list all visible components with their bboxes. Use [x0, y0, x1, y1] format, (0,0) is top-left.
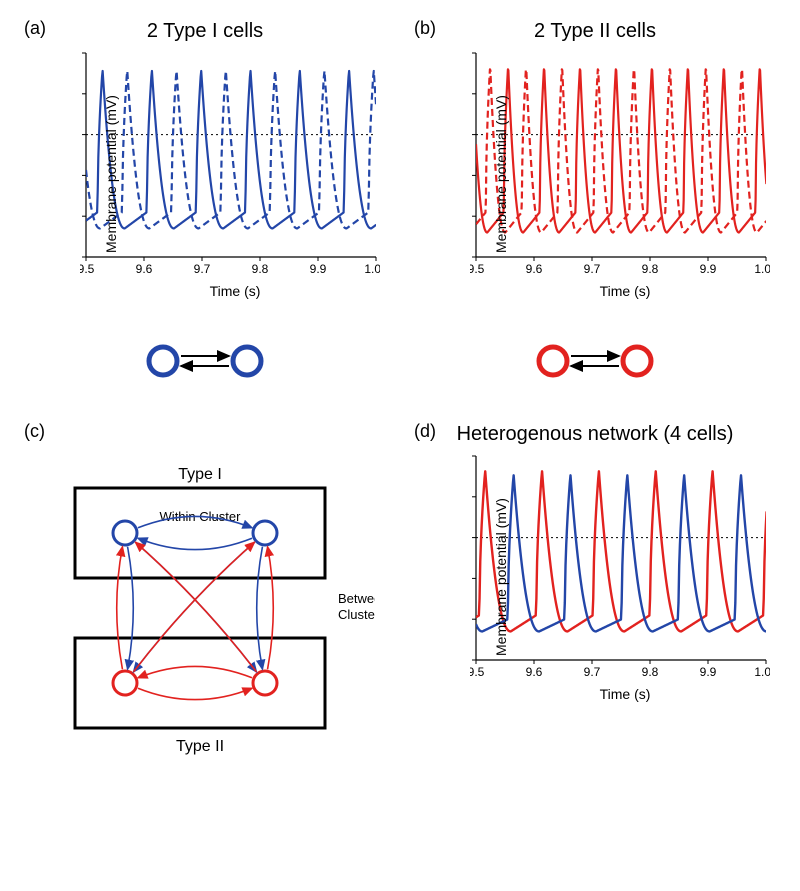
panel-b-icon: [410, 339, 780, 383]
panel-c: (c) Type IType IIWithin ClusterBetweenCl…: [20, 423, 390, 773]
panel-a-svg-holder: -60-40-20020409.59.69.79.89.91.00: [80, 49, 390, 279]
figure-grid: (a) 2 Type I cells Membrane potential (m…: [20, 20, 780, 773]
panel-a-icon: [20, 339, 390, 383]
panel-d-xlabel: Time (s): [470, 686, 780, 702]
panel-b-svg-holder: -60-40-20020409.59.69.79.89.91.00: [470, 49, 780, 279]
panel-a-ylabel: Membrane potential (mV): [103, 95, 119, 253]
panel-b-title: 2 Type II cells: [410, 20, 780, 43]
panel-b: (b) 2 Type II cells Membrane potential (…: [410, 20, 780, 383]
panel-c-diagram: Type IType IIWithin ClusterBetweenCluste…: [20, 443, 390, 773]
svg-text:Between: Between: [338, 591, 375, 606]
svg-text:9.5: 9.5: [470, 262, 485, 276]
panel-label-d: (d): [414, 421, 436, 442]
svg-text:9.5: 9.5: [80, 262, 95, 276]
panel-d-title: Heterogenous network (4 cells): [410, 423, 780, 446]
svg-text:1.00: 1.00: [754, 665, 770, 679]
svg-text:9.8: 9.8: [642, 665, 659, 679]
svg-text:9.5: 9.5: [470, 665, 485, 679]
svg-text:9.9: 9.9: [310, 262, 327, 276]
svg-text:9.7: 9.7: [194, 262, 211, 276]
panel-a: (a) 2 Type I cells Membrane potential (m…: [20, 20, 390, 383]
panel-d-ylabel: Membrane potential (mV): [493, 498, 509, 656]
panel-a-title: 2 Type I cells: [20, 20, 390, 43]
panel-label-a: (a): [24, 18, 46, 39]
svg-text:9.6: 9.6: [136, 262, 153, 276]
svg-text:1.00: 1.00: [364, 262, 380, 276]
panel-d-svg-holder: -60-40-20020409.59.69.79.89.91.00: [470, 452, 780, 682]
svg-text:1.00: 1.00: [754, 262, 770, 276]
panel-b-xlabel: Time (s): [470, 283, 780, 299]
svg-text:Type II: Type II: [176, 738, 224, 755]
panel-b-plot: Membrane potential (mV) -60-40-20020409.…: [470, 49, 780, 299]
svg-text:9.8: 9.8: [252, 262, 269, 276]
svg-text:Type I: Type I: [178, 466, 222, 483]
svg-text:Cluster: Cluster: [338, 607, 375, 622]
svg-text:9.6: 9.6: [526, 262, 543, 276]
svg-text:9.9: 9.9: [700, 262, 717, 276]
svg-text:9.6: 9.6: [526, 665, 543, 679]
svg-text:9.7: 9.7: [584, 665, 601, 679]
panel-label-c: (c): [24, 421, 45, 442]
svg-text:9.8: 9.8: [642, 262, 659, 276]
panel-a-plot: Membrane potential (mV) -60-40-20020409.…: [80, 49, 390, 299]
svg-text:9.7: 9.7: [584, 262, 601, 276]
panel-d-plot: Membrane potential (mV) -60-40-20020409.…: [470, 452, 780, 702]
panel-a-xlabel: Time (s): [80, 283, 390, 299]
panel-d: (d) Heterogenous network (4 cells) Membr…: [410, 423, 780, 773]
panel-b-ylabel: Membrane potential (mV): [493, 95, 509, 253]
panel-label-b: (b): [414, 18, 436, 39]
svg-text:9.9: 9.9: [700, 665, 717, 679]
